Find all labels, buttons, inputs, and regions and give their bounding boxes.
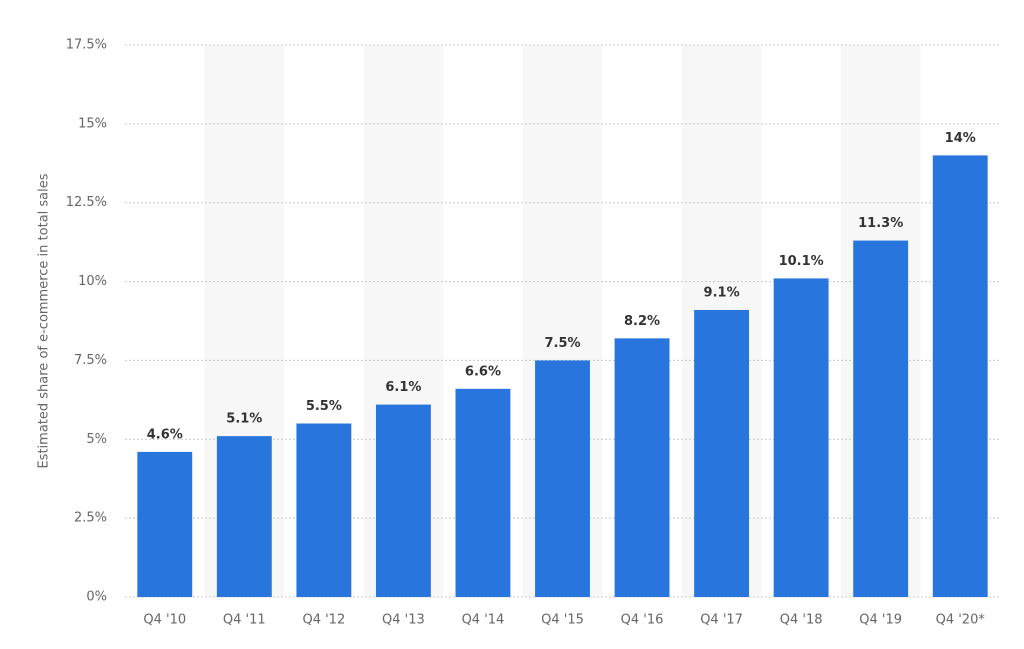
bar [296, 423, 352, 597]
x-tick-label: Q4 '10 [143, 613, 186, 628]
bar [216, 436, 272, 597]
y-tick-label: 12.5% [66, 195, 107, 210]
bar [694, 309, 750, 597]
value-label: 8.2% [624, 314, 660, 329]
bar [614, 338, 670, 597]
x-tick-label: Q4 '19 [859, 613, 902, 628]
value-label: 10.1% [779, 254, 824, 269]
y-axis-label: Estimated share of e-commerce in total s… [37, 173, 52, 468]
y-tick-label: 5% [86, 432, 107, 447]
x-tick-label: Q4 '15 [541, 613, 584, 628]
bar [455, 388, 511, 597]
x-tick-label: Q4 '18 [780, 613, 823, 628]
value-label: 7.5% [544, 336, 580, 351]
bar [137, 451, 193, 597]
y-tick-label: 2.5% [74, 511, 107, 526]
value-label: 6.6% [465, 364, 501, 379]
y-tick-label: 10% [78, 274, 107, 289]
value-label: 9.1% [704, 285, 740, 300]
y-tick-label: 0% [86, 590, 107, 605]
x-tick-label: Q4 '14 [462, 613, 505, 628]
x-tick-label: Q4 '13 [382, 613, 425, 628]
value-label: 4.6% [147, 427, 183, 442]
bar [853, 240, 909, 597]
bar [375, 404, 431, 597]
value-label: 5.1% [226, 412, 262, 427]
bar [535, 360, 590, 597]
value-label: 5.5% [306, 399, 342, 414]
bar [773, 278, 829, 597]
x-tick-label: Q4 '16 [621, 613, 664, 628]
x-tick-label: Q4 '20* [936, 613, 986, 628]
x-tick-label: Q4 '11 [223, 613, 266, 628]
value-label: 11.3% [858, 216, 903, 231]
value-label: 14% [945, 131, 976, 146]
x-tick-label: Q4 '17 [700, 613, 743, 628]
bar [932, 155, 988, 597]
x-tick-label: Q4 '12 [302, 613, 345, 628]
y-tick-label: 15% [78, 116, 107, 131]
y-tick-label: 7.5% [74, 353, 107, 368]
y-tick-label: 17.5% [66, 38, 107, 53]
value-label: 6.1% [385, 380, 421, 395]
